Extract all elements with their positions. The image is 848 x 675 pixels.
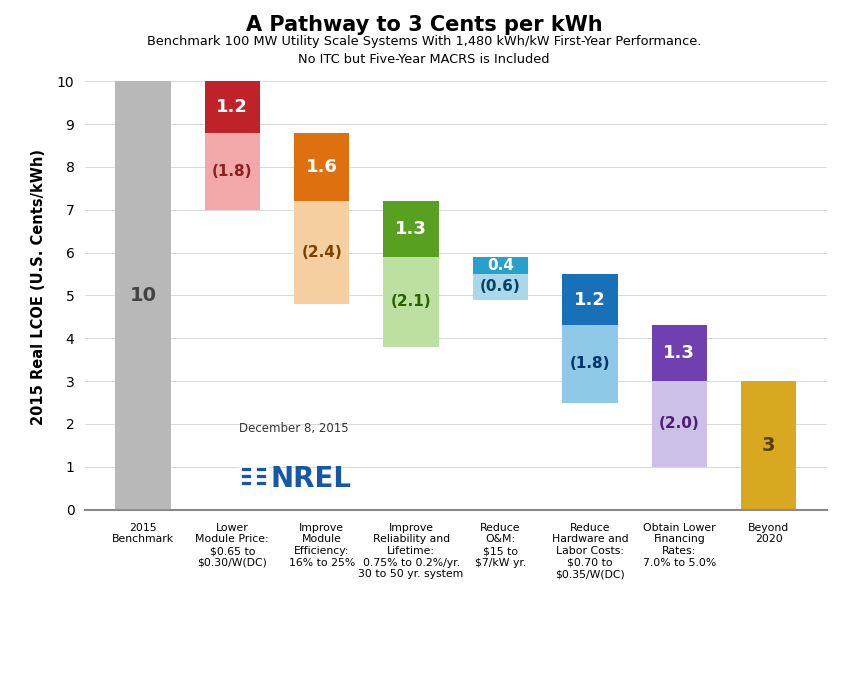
Text: (1.8): (1.8) <box>570 356 611 371</box>
Bar <box>383 201 438 257</box>
Text: (0.6): (0.6) <box>480 279 521 294</box>
Bar <box>562 274 617 325</box>
Bar <box>294 133 349 201</box>
Bar <box>204 133 260 210</box>
Bar <box>255 466 267 472</box>
Bar <box>240 481 252 486</box>
Bar <box>240 466 252 472</box>
Bar <box>204 81 260 133</box>
Bar <box>255 481 267 486</box>
Text: December 8, 2015: December 8, 2015 <box>239 422 349 435</box>
Text: No ITC but Five-Year MACRS is Included: No ITC but Five-Year MACRS is Included <box>298 53 550 65</box>
Text: 1.2: 1.2 <box>574 291 605 308</box>
Text: 3: 3 <box>762 436 775 455</box>
Text: A Pathway to 3 Cents per kWh: A Pathway to 3 Cents per kWh <box>246 15 602 35</box>
Text: 10: 10 <box>130 286 156 305</box>
Bar <box>240 473 252 479</box>
Bar <box>562 325 617 402</box>
Text: 0.4: 0.4 <box>487 258 514 273</box>
Text: 1.3: 1.3 <box>663 344 695 362</box>
Bar <box>294 201 349 304</box>
Bar <box>473 274 528 300</box>
Bar <box>651 325 707 381</box>
Text: (2.0): (2.0) <box>659 416 700 431</box>
Text: (2.1): (2.1) <box>391 294 432 309</box>
Text: 1.3: 1.3 <box>395 220 427 238</box>
Bar <box>473 257 528 274</box>
Bar <box>651 381 707 467</box>
Bar <box>383 257 438 347</box>
Bar <box>255 473 267 479</box>
Text: (1.8): (1.8) <box>212 164 253 179</box>
Text: 1.6: 1.6 <box>306 158 338 176</box>
Bar <box>741 381 796 510</box>
Text: NREL: NREL <box>271 465 352 493</box>
Bar <box>115 81 170 510</box>
Text: Benchmark 100 MW Utility Scale Systems With 1,480 kWh/kW First-Year Performance.: Benchmark 100 MW Utility Scale Systems W… <box>147 35 701 48</box>
Text: (2.4): (2.4) <box>301 245 342 260</box>
Y-axis label: 2015 Real LCOE (U.S. Cents/kWh): 2015 Real LCOE (U.S. Cents/kWh) <box>31 149 46 425</box>
Text: 1.2: 1.2 <box>216 98 248 116</box>
